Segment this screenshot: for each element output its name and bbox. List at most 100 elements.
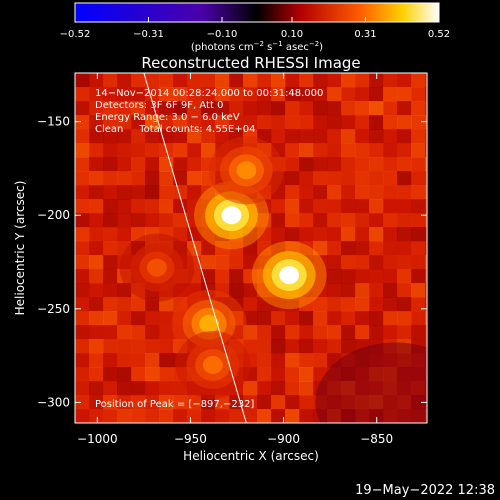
heatmap-cell (341, 115, 356, 130)
heatmap-cell (117, 297, 132, 312)
heatmap-cell (271, 129, 286, 144)
heatmap-cell (383, 101, 398, 116)
heatmap-cell (145, 395, 160, 410)
heatmap-cell (257, 115, 272, 130)
heatmap-cell (299, 199, 314, 214)
heatmap-cell (341, 283, 356, 298)
heatmap-cell (341, 339, 356, 354)
heatmap-cell (103, 339, 118, 354)
heatmap-cell (257, 353, 272, 368)
heatmap-cell (159, 339, 174, 354)
colorbar-gradient (74, 2, 440, 23)
heatmap-cell (201, 255, 216, 270)
heatmap-cell (89, 115, 104, 130)
heatmap-cell (131, 129, 146, 144)
heatmap-cell (187, 241, 202, 256)
heatmap-cell (117, 227, 132, 242)
heatmap-cell (131, 325, 146, 340)
heatmap-cell (145, 143, 160, 158)
heatmap-cell (271, 227, 286, 242)
heatmap-cell (89, 269, 104, 284)
heatmap-cell (103, 353, 118, 368)
heatmap-cell (341, 297, 356, 312)
heatmap-cell (201, 115, 216, 130)
heatmap-cell (257, 395, 272, 410)
heatmap-cell (285, 353, 300, 368)
heatmap-cell (411, 115, 426, 130)
heatmap-cell (383, 297, 398, 312)
heatmap-cell (131, 101, 146, 116)
heatmap-cell (271, 367, 286, 382)
heatmap-cell (159, 87, 174, 102)
heatmap-cell (187, 409, 202, 423)
heatmap-cell (131, 73, 146, 88)
heatmap-cell (397, 171, 412, 186)
heatmap-cell (285, 339, 300, 354)
annotation-block: 14−Nov−2014 00:28:24.000 to 00:31:48.000… (95, 88, 323, 135)
heatmap-cell (159, 395, 174, 410)
heatmap-cell (131, 339, 146, 354)
heatmap-cell (327, 269, 342, 284)
heatmap-cell (89, 297, 104, 312)
heatmap-cell (369, 325, 384, 340)
heatmap-cell (117, 73, 132, 88)
heatmap-cell (369, 213, 384, 228)
heatmap-cell (117, 395, 132, 410)
heatmap-cell (355, 73, 370, 88)
heatmap-cell (215, 73, 230, 88)
heatmap-cell (145, 367, 160, 382)
heatmap-cell (75, 101, 90, 116)
x-tick-label: −850 (360, 432, 393, 446)
heatmap-cell (313, 143, 328, 158)
heatmap-cell (327, 101, 342, 116)
heatmap-cell (299, 213, 314, 228)
heatmap-cell (355, 297, 370, 312)
heatmap-cell (131, 115, 146, 130)
heatmap-cell (383, 241, 398, 256)
heatmap-cell (425, 101, 427, 116)
heatmap-cell (425, 199, 427, 214)
heatmap-cell (89, 353, 104, 368)
heatmap-cell (355, 157, 370, 172)
heatmap-cell (159, 171, 174, 186)
heatmap-cell (425, 283, 427, 298)
heatmap-cell (411, 213, 426, 228)
heatmap-cell (313, 227, 328, 242)
heatmap-cell (145, 157, 160, 172)
heatmap-cell (341, 143, 356, 158)
heatmap-cell (145, 185, 160, 200)
heatmap-cell (75, 115, 90, 130)
heatmap-cell (103, 227, 118, 242)
heatmap-cell (299, 311, 314, 326)
colorbar-tick-label: −0.10 (207, 29, 238, 40)
heatmap-cell (103, 199, 118, 214)
heatmap-cell (313, 199, 328, 214)
heatmap-cell (397, 213, 412, 228)
heatmap-cell (299, 157, 314, 172)
heatmap-cell (271, 199, 286, 214)
heatmap-cell (383, 87, 398, 102)
colorbar-tick-label: 0.10 (281, 29, 303, 40)
heatmap-cell (425, 115, 427, 130)
heatmap-cell (75, 297, 90, 312)
heatmap-cell (383, 325, 398, 340)
heatmap-cell (257, 367, 272, 382)
heatmap-cell (285, 115, 300, 130)
heatmap-cell (341, 171, 356, 186)
heatmap-cell (369, 129, 384, 144)
heatmap-cell (285, 325, 300, 340)
heatmap-cell (425, 255, 427, 270)
heatmap-cell (425, 143, 427, 158)
heatmap-cell (327, 227, 342, 242)
heatmap-cell (341, 311, 356, 326)
colorbar-tick-label: −0.31 (133, 29, 164, 40)
solar-limb-line (143, 73, 247, 423)
heatmap-cell (103, 157, 118, 172)
heatmap-cell (75, 213, 90, 228)
heatmap-cell (75, 227, 90, 242)
heatmap-cell (257, 101, 272, 116)
heatmap-dark-region (315, 342, 427, 423)
heatmap-cell (369, 199, 384, 214)
heatmap-cell (383, 129, 398, 144)
heatmap-cell (383, 73, 398, 88)
